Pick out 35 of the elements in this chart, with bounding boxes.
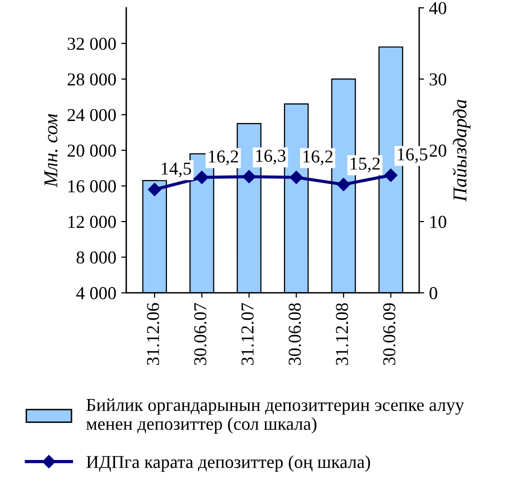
y2-tick-label: 10: [430, 216, 446, 228]
y-tick-label: 28 000: [68, 73, 116, 86]
y-tick-label: 32 000: [68, 38, 116, 50]
point: [384, 168, 398, 182]
y2-tick-label: 20: [430, 144, 446, 157]
y-tick-label: 20 000: [68, 144, 116, 157]
legend-label: Бийлик органдарынын депозиттерин эсепке алуу менен депозиттер (сол шкала): [86, 398, 464, 434]
y-tick-label: 16 000: [68, 180, 116, 192]
y2-axis-title: Пайыздарда: [452, 100, 470, 202]
x-tick-label: 30.06.09: [383, 303, 396, 365]
point: [290, 170, 303, 184]
y2-tick-label: 40: [429, 2, 446, 14]
x-tick-label: 30.06.08: [288, 303, 301, 365]
x-tick-label: 31.12.08: [336, 303, 348, 365]
data-label: 16,2: [208, 150, 238, 166]
x-tick-label: 31.12.07: [241, 303, 254, 365]
point: [195, 170, 208, 184]
data-label: 15,2: [350, 158, 380, 172]
legend-label: ИДПга карата депозиттер (оң шкала): [86, 455, 370, 472]
data-label: 16,3: [256, 150, 286, 164]
y2-tick-label: 0: [430, 287, 438, 300]
point: [148, 182, 162, 196]
data-label: 16,2: [303, 150, 332, 166]
data-label: 16,5: [398, 148, 428, 164]
y-tick-label: 24 000: [68, 108, 116, 122]
data-label: 14,5: [162, 162, 192, 178]
y-tick-label: 4 000: [76, 287, 116, 300]
x-tick-label: 31.12.06: [146, 303, 160, 365]
x-tick-label: 30.06.07: [194, 303, 206, 365]
y-tick-label: 8 000: [76, 251, 116, 264]
point: [242, 170, 256, 184]
y-tick-label: 12 000: [68, 216, 116, 228]
point: [336, 178, 350, 192]
y-axis-title: Млн. сом: [44, 114, 58, 188]
y2-tick-label: 30: [430, 73, 446, 86]
